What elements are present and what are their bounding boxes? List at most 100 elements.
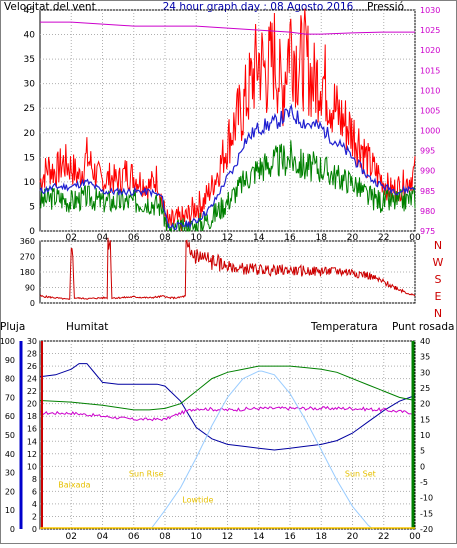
temperature-y-tick-label: 20 xyxy=(420,400,430,409)
direction-y-tick-label: 0 xyxy=(30,299,35,308)
time-tick-label: 00 xyxy=(409,233,421,243)
time-tick-label: 20 xyxy=(347,532,359,542)
time-tick-label: 04 xyxy=(97,532,109,542)
time-tick-label: 02 xyxy=(66,233,77,243)
wind-average-line xyxy=(39,103,416,231)
event-annotation: Sun Set xyxy=(345,469,376,478)
humidity-y-tick-label: 70 xyxy=(5,393,15,402)
rain-y-tick-label: 22 xyxy=(27,387,37,396)
rain-y-tick-label: 4 xyxy=(32,500,37,509)
humidity-y-tick-label: 50 xyxy=(5,431,15,440)
time-tick-label: 14 xyxy=(253,233,265,243)
wind-direction-line xyxy=(39,237,416,300)
rain-y-tick-label: 18 xyxy=(27,412,37,421)
time-tick-label: 04 xyxy=(97,233,109,243)
temperature-y-tick-label: 30 xyxy=(420,368,430,377)
time-tick-label: 00 xyxy=(409,532,421,542)
wind-speed-label: Velocitat del vent xyxy=(4,1,96,13)
humidity-y-tick-label: 40 xyxy=(5,450,15,459)
rain-y-tick-label: 30 xyxy=(27,337,37,346)
temperature-y-tick-label: 5 xyxy=(420,447,425,456)
wind-y-tick-label: 5 xyxy=(29,202,35,212)
sun-series-line xyxy=(150,370,374,530)
wind-y-tick-label: 45 xyxy=(24,6,35,16)
humidity-y-tick-label: 80 xyxy=(5,375,15,384)
direction-y-tick-label: 360 xyxy=(20,237,35,246)
temperature-y-tick-label: -5 xyxy=(420,478,428,487)
compass-label: N xyxy=(434,239,442,252)
time-tick-label: 02 xyxy=(66,532,77,542)
legend-dewpoint: Punt rosada xyxy=(392,321,454,333)
pressure-y-tick-label: 1015 xyxy=(420,66,440,75)
temperature-series-line xyxy=(39,365,416,411)
humidity-y-tick-label: 100 xyxy=(0,337,15,346)
temperature-y-tick-label: 35 xyxy=(420,353,430,362)
legend-rain: Pluja xyxy=(0,321,25,333)
wind-gust-line xyxy=(39,8,416,232)
time-tick-label: 08 xyxy=(159,233,171,243)
direction-y-tick-label: 270 xyxy=(20,253,35,262)
humidity-series-line xyxy=(39,363,416,451)
pressure-y-tick-label: 980 xyxy=(420,207,435,216)
pressure-y-tick-label: 1005 xyxy=(420,106,440,115)
wind-low-line xyxy=(39,140,416,233)
humidity-y-tick-label: 20 xyxy=(5,487,15,496)
temperature-y-tick-label: -10 xyxy=(420,494,433,503)
event-annotation: Sun Rise xyxy=(129,469,164,478)
pressure-series-line xyxy=(40,21,415,35)
wind-y-tick-label: 0 xyxy=(29,227,35,237)
time-tick-label: 12 xyxy=(222,233,233,243)
direction-y-tick-label: 180 xyxy=(20,268,35,277)
event-annotation: Lowtide xyxy=(182,496,213,505)
pressure-y-tick-label: 995 xyxy=(420,147,435,156)
wind-y-tick-label: 10 xyxy=(24,178,36,188)
pressure-y-tick-label: 985 xyxy=(420,187,435,196)
time-tick-label: 22 xyxy=(378,233,389,243)
rain-y-tick-label: 8 xyxy=(32,475,37,484)
time-tick-label: 16 xyxy=(284,233,296,243)
time-tick-label: 08 xyxy=(159,532,171,542)
compass-label: E xyxy=(435,290,442,303)
rain-y-tick-label: 10 xyxy=(27,462,37,471)
wind-y-tick-label: 20 xyxy=(24,129,36,139)
time-tick-label: 06 xyxy=(128,233,140,243)
humidity-y-tick-label: 90 xyxy=(5,356,15,365)
pressure-y-tick-label: 1020 xyxy=(420,46,440,55)
pressure-label: Pressió xyxy=(367,1,404,13)
legend-humidity: Humitat xyxy=(66,321,108,333)
rain-y-tick-label: 14 xyxy=(27,437,37,446)
time-tick-label: 22 xyxy=(378,532,389,542)
time-tick-label: 16 xyxy=(284,532,296,542)
rain-y-tick-label: 24 xyxy=(27,375,37,384)
humidity-y-tick-label: 30 xyxy=(5,469,15,478)
temperature-y-tick-label: 10 xyxy=(420,431,430,440)
time-tick-label: 10 xyxy=(191,532,203,542)
time-tick-label: 20 xyxy=(347,233,359,243)
time-tick-label: 12 xyxy=(222,532,233,542)
humidity-y-tick-label: 0 xyxy=(10,525,15,534)
temperature-y-tick-label: 0 xyxy=(420,462,425,471)
rain-y-tick-label: 2 xyxy=(32,512,37,521)
compass-label: S xyxy=(435,273,442,286)
time-tick-label: 18 xyxy=(316,532,328,542)
rain-y-tick-label: 16 xyxy=(27,425,37,434)
temperature-y-tick-label: -15 xyxy=(420,509,433,518)
pressure-y-tick-label: 1010 xyxy=(420,86,440,95)
time-tick-label: 06 xyxy=(128,532,140,542)
temperature-y-tick-label: 15 xyxy=(420,415,430,424)
pressure-y-tick-label: 1025 xyxy=(420,26,440,35)
event-annotation: Baixada xyxy=(58,481,90,490)
compass-label: W xyxy=(433,256,444,269)
pressure-y-tick-label: 1030 xyxy=(420,6,440,15)
wind-y-tick-label: 30 xyxy=(24,80,36,90)
wind-y-tick-label: 25 xyxy=(24,104,35,114)
compass-label: N xyxy=(434,307,442,320)
legend-temperature: Temperatura xyxy=(310,321,378,333)
rain-y-tick-label: 6 xyxy=(32,487,37,496)
rain-y-tick-label: 0 xyxy=(32,525,37,534)
rain-y-tick-label: 28 xyxy=(27,350,37,359)
time-tick-label: 18 xyxy=(316,233,328,243)
wind-y-tick-label: 15 xyxy=(24,153,35,163)
